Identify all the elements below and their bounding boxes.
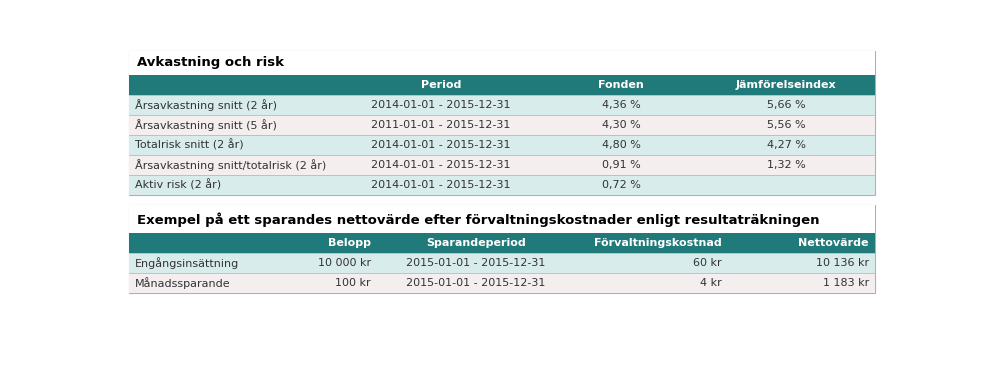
Text: Totalrisk snitt (2 år): Totalrisk snitt (2 år) xyxy=(135,139,243,150)
Text: Fonden: Fonden xyxy=(598,80,645,90)
Text: 2014-01-01 - 2015-12-31: 2014-01-01 - 2015-12-31 xyxy=(372,180,511,190)
Text: 2014-01-01 - 2015-12-31: 2014-01-01 - 2015-12-31 xyxy=(372,160,511,170)
FancyBboxPatch shape xyxy=(129,206,875,293)
Text: Årsavkastning snitt (2 år): Årsavkastning snitt (2 år) xyxy=(135,99,277,110)
FancyBboxPatch shape xyxy=(129,206,875,233)
Text: 5,56 %: 5,56 % xyxy=(767,120,805,129)
FancyBboxPatch shape xyxy=(129,94,875,115)
Text: 1,32 %: 1,32 % xyxy=(766,160,805,170)
Text: 2014-01-01 - 2015-12-31: 2014-01-01 - 2015-12-31 xyxy=(372,140,511,150)
Text: 4,80 %: 4,80 % xyxy=(602,140,641,150)
Text: Sparandeperiod: Sparandeperiod xyxy=(426,238,526,248)
Text: Aktiv risk (2 år): Aktiv risk (2 år) xyxy=(135,179,221,190)
Text: 0,72 %: 0,72 % xyxy=(602,180,641,190)
Text: Årsavkastning snitt (5 år): Årsavkastning snitt (5 år) xyxy=(135,119,277,131)
FancyBboxPatch shape xyxy=(129,51,875,195)
Text: 4,27 %: 4,27 % xyxy=(766,140,805,150)
FancyBboxPatch shape xyxy=(129,233,875,253)
Text: Årsavkastning snitt/totalrisk (2 år): Årsavkastning snitt/totalrisk (2 år) xyxy=(135,159,327,170)
FancyBboxPatch shape xyxy=(129,253,875,273)
Text: 0,91 %: 0,91 % xyxy=(602,160,641,170)
Text: 100 kr: 100 kr xyxy=(335,278,371,288)
Text: 4,30 %: 4,30 % xyxy=(602,120,641,129)
Text: 2015-01-01 - 2015-12-31: 2015-01-01 - 2015-12-31 xyxy=(406,278,545,288)
FancyBboxPatch shape xyxy=(129,74,875,94)
Text: Avkastning och risk: Avkastning och risk xyxy=(136,57,284,69)
Text: Nettovärde: Nettovärde xyxy=(799,238,869,248)
Text: Förvaltningskostnad: Förvaltningskostnad xyxy=(594,238,722,248)
Text: Månadssparande: Månadssparande xyxy=(135,277,231,289)
Text: Belopp: Belopp xyxy=(328,238,371,248)
Text: Jämförelseindex: Jämförelseindex xyxy=(736,80,837,90)
Text: 2011-01-01 - 2015-12-31: 2011-01-01 - 2015-12-31 xyxy=(372,120,511,129)
Text: 2015-01-01 - 2015-12-31: 2015-01-01 - 2015-12-31 xyxy=(406,258,545,268)
Text: 4 kr: 4 kr xyxy=(700,278,722,288)
Text: 2014-01-01 - 2015-12-31: 2014-01-01 - 2015-12-31 xyxy=(372,99,511,110)
Text: Period: Period xyxy=(421,80,461,90)
Text: Exempel på ett sparandes nettovärde efter förvaltningskostnader enligt resultatr: Exempel på ett sparandes nettovärde efte… xyxy=(136,212,819,227)
Text: 10 000 kr: 10 000 kr xyxy=(318,258,371,268)
Text: 4,36 %: 4,36 % xyxy=(602,99,641,110)
FancyBboxPatch shape xyxy=(129,175,875,195)
Text: 60 kr: 60 kr xyxy=(693,258,722,268)
FancyBboxPatch shape xyxy=(129,115,875,135)
Text: 5,66 %: 5,66 % xyxy=(767,99,805,110)
FancyBboxPatch shape xyxy=(129,273,875,293)
FancyBboxPatch shape xyxy=(129,154,875,175)
Text: 1 183 kr: 1 183 kr xyxy=(823,278,869,288)
Text: Engångsinsättning: Engångsinsättning xyxy=(135,257,239,269)
FancyBboxPatch shape xyxy=(129,51,875,74)
FancyBboxPatch shape xyxy=(129,135,875,154)
Text: 10 136 kr: 10 136 kr xyxy=(816,258,869,268)
